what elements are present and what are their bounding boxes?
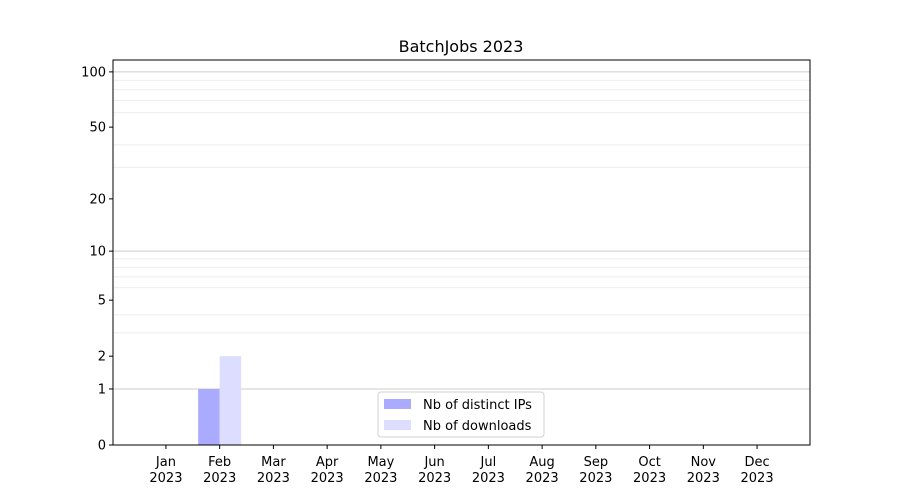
x-tick-label: Jul [480, 455, 497, 470]
y-tick-label: 10 [89, 245, 106, 260]
x-tick-label: Oct [638, 455, 660, 470]
y-tick-label: 100 [81, 65, 106, 80]
plot-frame [112, 59, 811, 446]
y-tick-label: 2 [98, 350, 106, 365]
legend-swatch-distinct-ips [384, 399, 411, 409]
y-tick-label: 50 [89, 121, 106, 136]
y-tick-label: 0 [98, 439, 106, 454]
x-tick-label: Dec [744, 455, 769, 470]
x-tick-label: Jun [423, 455, 444, 470]
x-tick-label: May [367, 455, 394, 470]
legend: Nb of distinct IPs Nb of downloads [377, 391, 545, 438]
y-tick-label: 5 [98, 294, 106, 309]
x-tick-label-year: 2023 [311, 471, 344, 486]
x-tick-label: Apr [316, 455, 339, 470]
chart-title: BatchJobs 2023 [399, 37, 524, 56]
bar-distinct-ips [198, 388, 220, 445]
x-tick-label: Nov [691, 455, 717, 470]
x-tick-label-year: 2023 [364, 471, 397, 486]
x-tick-label: Sep [584, 455, 609, 470]
bar-downloads [219, 356, 242, 445]
x-tick-label-year: 2023 [741, 471, 774, 486]
x-tick-label-year: 2023 [257, 471, 290, 486]
x-tick-label: Aug [529, 455, 554, 470]
y-tick-label: 20 [89, 192, 106, 207]
x-tick-label-year: 2023 [633, 471, 666, 486]
x-tick-label-year: 2023 [579, 471, 612, 486]
x-tick-label-year: 2023 [526, 471, 559, 486]
legend-swatch-downloads [384, 420, 411, 430]
x-tick-label: Jan [155, 455, 176, 470]
x-tick-label-year: 2023 [203, 471, 236, 486]
x-tick-label-year: 2023 [472, 471, 505, 486]
legend-label-downloads: Nb of downloads [423, 419, 532, 434]
x-tick-label-year: 2023 [418, 471, 451, 486]
legend-label-distinct-ips: Nb of distinct IPs [423, 398, 532, 413]
y-tick-label: 1 [98, 382, 106, 397]
x-tick-label: Feb [208, 455, 231, 470]
x-tick-label-year: 2023 [149, 471, 182, 486]
x-tick-label: Mar [261, 455, 286, 470]
x-tick-label-year: 2023 [687, 471, 720, 486]
